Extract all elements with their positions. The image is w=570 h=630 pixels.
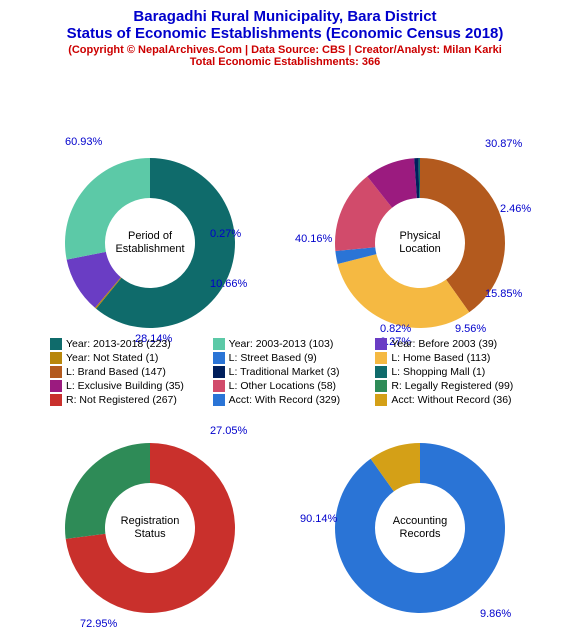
pct-label: 27.05% — [210, 425, 247, 437]
legend-item: Year: Not Stated (1) — [50, 352, 205, 364]
legend-text: L: Shopping Mall (1) — [391, 366, 485, 378]
title-block: Baragadhi Rural Municipality, Bara Distr… — [0, 0, 570, 68]
period-chart-label: Period of Establishment — [110, 230, 190, 256]
legend-item: L: Brand Based (147) — [50, 366, 205, 378]
accounting-chart-label: Accounting Records — [380, 515, 460, 541]
accounting-chart: Accounting Records 90.14%9.86% — [325, 433, 515, 623]
location-chart-label: Physical Location — [380, 230, 460, 256]
legend-text: R: Not Registered (267) — [66, 394, 177, 406]
legend-text: Year: 2013-2018 (223) — [66, 338, 171, 350]
legend-item: L: Other Locations (58) — [213, 380, 368, 392]
legend-swatch — [213, 394, 225, 406]
pct-label: 0.82% — [380, 323, 411, 335]
legend-item: L: Exclusive Building (35) — [50, 380, 205, 392]
subtitle-line-2: Total Economic Establishments: 366 — [0, 56, 570, 68]
subtitle-line-1: (Copyright © NepalArchives.Com | Data So… — [0, 44, 570, 56]
charts-grid: Period of Establishment 60.93% 0.27% 10.66… — [0, 68, 570, 568]
legend-text: L: Exclusive Building (35) — [66, 380, 184, 392]
legend-item: R: Not Registered (267) — [50, 394, 205, 406]
pct-label: 40.16% — [295, 233, 332, 245]
legend-item: Year: 2003-2013 (103) — [213, 338, 368, 350]
legend-item: Acct: With Record (329) — [213, 394, 368, 406]
legend-text: L: Other Locations (58) — [229, 380, 336, 392]
title-line-1: Baragadhi Rural Municipality, Bara Distr… — [0, 8, 570, 25]
registration-chart: Registration Status 72.95%27.05% — [55, 433, 245, 623]
legend-text: L: Traditional Market (3) — [229, 366, 340, 378]
legend-swatch — [375, 338, 387, 350]
pct-label: 90.14% — [300, 513, 337, 525]
legend-item: L: Traditional Market (3) — [213, 366, 368, 378]
chart-slice — [338, 254, 470, 328]
legend-swatch — [375, 352, 387, 364]
legend-item: L: Shopping Mall (1) — [375, 366, 530, 378]
legend-swatch — [375, 380, 387, 392]
legend-swatch — [213, 380, 225, 392]
legend-text: L: Brand Based (147) — [66, 366, 166, 378]
legend-swatch — [50, 352, 62, 364]
legend-item: Acct: Without Record (36) — [375, 394, 530, 406]
legend-item: L: Street Based (9) — [213, 352, 368, 364]
legend-swatch — [213, 338, 225, 350]
legend-swatch — [375, 394, 387, 406]
pct-label: 0.27% — [210, 228, 241, 240]
legend-text: Year: 2003-2013 (103) — [229, 338, 334, 350]
registration-chart-label: Registration Status — [110, 515, 190, 541]
legend-text: R: Legally Registered (99) — [391, 380, 513, 392]
legend-swatch — [375, 366, 387, 378]
pct-label: 15.85% — [485, 288, 522, 300]
legend-text: Acct: Without Record (36) — [391, 394, 511, 406]
legend: Year: 2013-2018 (223) Year: 2003-2013 (10… — [50, 338, 530, 406]
legend-text: Year: Before 2003 (39) — [391, 338, 497, 350]
legend-swatch — [213, 352, 225, 364]
pct-label: 30.87% — [485, 138, 522, 150]
legend-text: Year: Not Stated (1) — [66, 352, 158, 364]
pct-label: 10.66% — [210, 278, 247, 290]
legend-text: Acct: With Record (329) — [229, 394, 340, 406]
legend-swatch — [50, 366, 62, 378]
legend-swatch — [50, 394, 62, 406]
legend-text: L: Home Based (113) — [391, 352, 490, 364]
legend-swatch — [50, 380, 62, 392]
legend-item: R: Legally Registered (99) — [375, 380, 530, 392]
legend-text: L: Street Based (9) — [229, 352, 317, 364]
period-chart: Period of Establishment 60.93%0.27%10.66… — [55, 148, 245, 338]
infographic-container: Baragadhi Rural Municipality, Bara Distr… — [0, 0, 570, 570]
legend-swatch — [213, 366, 225, 378]
legend-item: Year: 2013-2018 (223) — [50, 338, 205, 350]
pct-label: 60.93% — [65, 136, 102, 148]
location-chart: Physical Location 40.16%30.87%2.46%15.85… — [325, 148, 515, 338]
legend-swatch — [50, 338, 62, 350]
pct-label: 2.46% — [500, 203, 531, 215]
legend-item: Year: Before 2003 (39) — [375, 338, 530, 350]
pct-label: 9.56% — [455, 323, 486, 335]
legend-item: L: Home Based (113) — [375, 352, 530, 364]
pct-label: 9.86% — [480, 608, 511, 620]
pct-label: 72.95% — [80, 618, 117, 630]
title-line-2: Status of Economic Establishments (Econo… — [0, 25, 570, 42]
